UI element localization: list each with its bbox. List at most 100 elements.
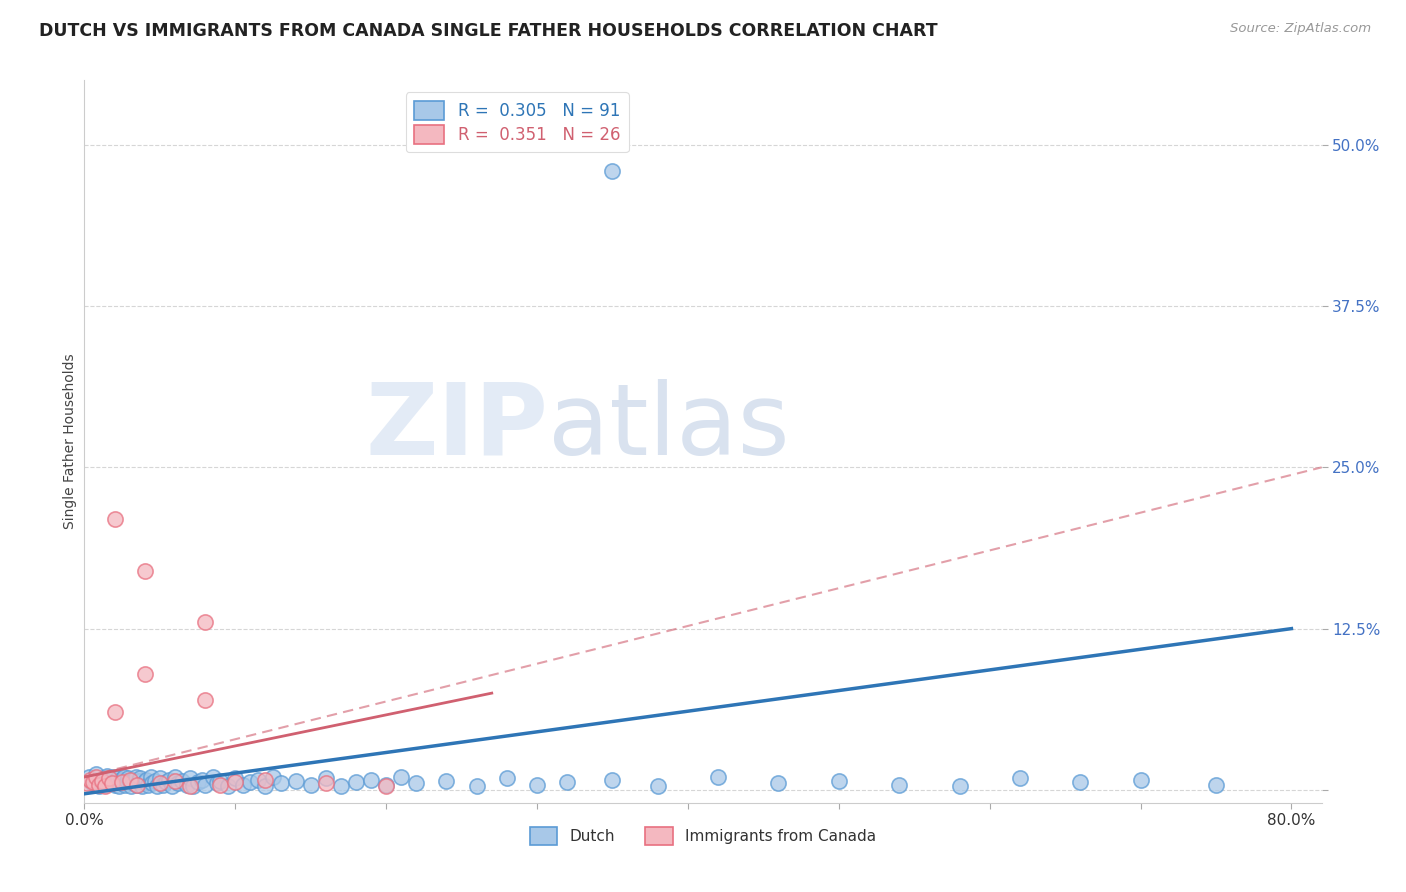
- Legend: Dutch, Immigrants from Canada: Dutch, Immigrants from Canada: [524, 822, 882, 849]
- Point: [129, 772, 152, 786]
- Point: [79, 772, 101, 787]
- Y-axis label: Single Father Households: Single Father Households: [63, 354, 77, 529]
- Point: [209, 773, 232, 788]
- Point: [107, 772, 129, 786]
- Point: [96, 769, 118, 783]
- Point: [436, 773, 458, 788]
- Point: [131, 779, 153, 793]
- Point: [100, 775, 122, 789]
- Point: [299, 778, 322, 792]
- Point: [111, 775, 134, 789]
- Point: [828, 773, 851, 788]
- Point: [112, 770, 135, 784]
- Point: [232, 778, 254, 792]
- Point: [86, 767, 108, 781]
- Point: [194, 615, 217, 630]
- Point: [117, 772, 139, 786]
- Point: [146, 779, 169, 793]
- Point: [141, 776, 163, 790]
- Point: [97, 772, 120, 786]
- Point: [1069, 775, 1091, 789]
- Point: [707, 770, 730, 784]
- Point: [101, 770, 124, 784]
- Point: [94, 779, 117, 793]
- Point: [602, 772, 624, 787]
- Point: [134, 666, 156, 681]
- Point: [82, 775, 104, 789]
- Point: [1205, 778, 1227, 792]
- Point: [209, 778, 232, 792]
- Point: [77, 770, 100, 784]
- Text: atlas: atlas: [548, 378, 790, 475]
- Point: [254, 779, 277, 793]
- Point: [89, 779, 111, 793]
- Point: [194, 778, 217, 792]
- Point: [270, 776, 292, 790]
- Point: [155, 775, 177, 789]
- Point: [1129, 772, 1152, 787]
- Point: [136, 778, 159, 792]
- Point: [124, 770, 146, 784]
- Point: [103, 778, 125, 792]
- Point: [315, 776, 337, 790]
- Point: [201, 770, 224, 784]
- Point: [224, 772, 246, 786]
- Point: [179, 772, 201, 786]
- Point: [91, 775, 114, 789]
- Point: [239, 775, 262, 789]
- Point: [143, 773, 166, 788]
- Point: [948, 779, 970, 793]
- Point: [120, 779, 142, 793]
- Point: [160, 779, 183, 793]
- Point: [602, 163, 624, 178]
- Point: [152, 778, 174, 792]
- Point: [97, 776, 120, 790]
- Point: [405, 776, 427, 790]
- Point: [375, 779, 398, 793]
- Point: [176, 778, 198, 792]
- Point: [114, 778, 136, 792]
- Point: [465, 779, 488, 793]
- Point: [217, 779, 239, 793]
- Point: [167, 776, 190, 790]
- Text: ZIP: ZIP: [366, 378, 548, 475]
- Point: [768, 776, 790, 790]
- Point: [224, 775, 246, 789]
- Point: [149, 776, 172, 790]
- Text: Source: ZipAtlas.com: Source: ZipAtlas.com: [1230, 22, 1371, 36]
- Point: [1008, 772, 1031, 786]
- Point: [344, 775, 367, 789]
- Point: [76, 776, 98, 790]
- Point: [108, 779, 131, 793]
- Point: [134, 564, 156, 578]
- Point: [315, 772, 337, 786]
- Point: [98, 772, 121, 787]
- Point: [205, 776, 228, 790]
- Point: [89, 773, 111, 788]
- Point: [149, 772, 172, 786]
- Point: [157, 772, 180, 787]
- Point: [127, 778, 149, 792]
- Point: [186, 775, 208, 789]
- Point: [103, 512, 125, 526]
- Point: [889, 778, 911, 792]
- Point: [105, 773, 128, 788]
- Point: [100, 776, 122, 790]
- Point: [118, 772, 141, 787]
- Point: [86, 770, 108, 784]
- Point: [194, 692, 217, 706]
- Point: [93, 772, 115, 786]
- Point: [375, 778, 398, 792]
- Point: [122, 776, 145, 790]
- Point: [181, 779, 204, 793]
- Point: [135, 772, 157, 787]
- Point: [94, 778, 117, 792]
- Point: [254, 772, 277, 787]
- Point: [172, 773, 194, 788]
- Point: [329, 779, 352, 793]
- Point: [121, 772, 143, 787]
- Point: [526, 778, 548, 792]
- Point: [103, 706, 125, 720]
- Point: [360, 772, 382, 787]
- Point: [163, 770, 186, 784]
